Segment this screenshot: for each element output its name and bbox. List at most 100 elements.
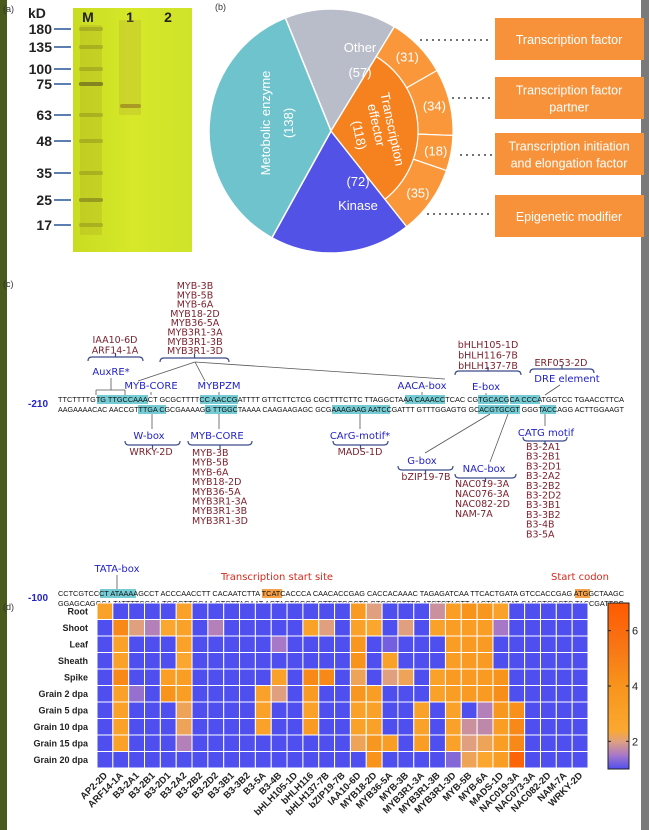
right-frame xyxy=(641,0,649,830)
heatmap-cell xyxy=(254,685,272,703)
heatmap-cell xyxy=(539,718,557,736)
heatmap-cell xyxy=(96,685,114,703)
heatmap-cell xyxy=(365,734,383,752)
heatmap-cell xyxy=(444,619,462,637)
panel-label-c: (c) xyxy=(3,279,14,289)
connector-line xyxy=(194,361,206,382)
panel-label-d: (d) xyxy=(3,602,14,612)
transcription-start-site-label: Transcription start site xyxy=(220,572,333,583)
heatmap-cell xyxy=(492,652,510,670)
factor-bracket xyxy=(159,354,230,363)
heatmap-cell xyxy=(254,701,272,719)
heatmap-cell xyxy=(413,751,431,769)
transcription-factor-label: ERF053-2D xyxy=(535,358,588,369)
heatmap-cell xyxy=(555,734,573,752)
heatmap-cell xyxy=(302,602,320,620)
heatmap-row-label: Grain 15 dpa xyxy=(33,738,89,748)
heatmap-cell xyxy=(175,701,193,719)
sequence-highlight xyxy=(100,589,136,598)
factor-bracket xyxy=(454,473,517,482)
category-box xyxy=(495,77,644,119)
pie-value-kinase: (72) xyxy=(346,174,369,189)
transcription-factor-label: MYB3R1-3B xyxy=(167,337,222,348)
category-label: Epigenetic modifier xyxy=(516,210,622,224)
heatmap-cell xyxy=(223,635,241,653)
heatmap-cell xyxy=(492,685,510,703)
heatmap-cell xyxy=(349,619,367,637)
heatmap-cell xyxy=(144,751,161,769)
heatmap-cell xyxy=(191,701,209,719)
heatmap-cell xyxy=(476,685,494,703)
heatmap-cell xyxy=(270,652,288,670)
lane-label: 2 xyxy=(164,9,172,25)
heatmap-cell xyxy=(112,734,130,752)
marker-band xyxy=(79,45,103,49)
heatmap-cell xyxy=(524,751,541,769)
heatmap-cell xyxy=(254,602,272,620)
heatmap-cell xyxy=(334,668,351,686)
category-box xyxy=(495,195,644,237)
colorbar-tick-label: 2 xyxy=(632,736,638,748)
heatmap-cell xyxy=(112,668,130,686)
heatmap-cell xyxy=(207,668,225,686)
heatmap-cell xyxy=(207,734,225,752)
heatmap-cell xyxy=(381,685,399,703)
heatmap-cell xyxy=(429,619,446,637)
heatmap-cell xyxy=(96,602,114,620)
category-label: Transcription factor xyxy=(516,33,623,47)
heatmap-cell xyxy=(413,701,431,719)
cis-element-label: G-box xyxy=(407,456,437,467)
pie-label-kinase: Kinase xyxy=(338,198,378,213)
heatmap-cell xyxy=(239,635,256,653)
tata-box-label: TATA-box xyxy=(93,564,139,575)
heatmap-cell xyxy=(397,668,415,686)
heatmap-cell xyxy=(555,718,573,736)
heatmap-cell xyxy=(334,718,351,736)
heatmap-cell xyxy=(128,701,146,719)
heatmap-cell xyxy=(318,635,336,653)
transcription-factor-label: NAM-7A xyxy=(455,509,493,520)
heatmap-cell xyxy=(286,602,304,620)
heatmap-cell xyxy=(397,718,415,736)
heatmap-cell xyxy=(508,652,526,670)
heatmap-cell xyxy=(286,701,304,719)
heatmap-cell xyxy=(397,701,415,719)
heatmap-cell xyxy=(128,602,146,620)
heatmap-cell xyxy=(334,685,351,703)
heatmap-cell xyxy=(223,718,241,736)
heatmap-cell xyxy=(96,751,114,769)
heatmap-cell xyxy=(571,668,589,686)
heatmap-cell xyxy=(207,751,225,769)
transcription-factor-label: MYB3R1-3D xyxy=(192,516,248,527)
transcription-factor-label: bHLH116-7B xyxy=(458,351,518,362)
heatmap-cell xyxy=(144,734,161,752)
heatmap-cell xyxy=(175,602,193,620)
heatmap-cell xyxy=(476,635,494,653)
heatmap-cell xyxy=(128,685,146,703)
transcription-factor-label: B3-3B2 xyxy=(526,510,561,521)
marker-band xyxy=(79,223,103,227)
marker-band xyxy=(79,113,103,117)
heatmap-cell xyxy=(365,718,383,736)
membrane xyxy=(73,8,192,252)
heatmap-cell xyxy=(191,602,209,620)
heatmap-cell xyxy=(381,718,399,736)
transcription-factor-label: MYB3R1-3B xyxy=(192,506,247,517)
cis-element-label: DRE element xyxy=(534,374,599,385)
transcription-factor-label: MADS-1D xyxy=(338,447,383,458)
heatmap-cell xyxy=(318,602,336,620)
heatmap-cell xyxy=(112,718,130,736)
pie-value-metabolic: (138) xyxy=(281,108,296,138)
heatmap-cell xyxy=(381,635,399,653)
marker-label: 63 xyxy=(36,107,52,123)
heatmap-cell xyxy=(365,652,383,670)
category-label: Transcription initiation xyxy=(508,140,629,154)
factor-bracket xyxy=(124,440,181,449)
heatmap-cell xyxy=(413,685,431,703)
heatmap-cell xyxy=(191,652,209,670)
transcription-factor-label: MYB3R1-3A xyxy=(192,497,248,508)
heatmap-cell xyxy=(555,668,573,686)
panel-b-pie-chart: (b) (31) (34) (18) (35) Other (57) Kinase (72) Me… xyxy=(208,2,644,254)
heatmap-cell xyxy=(159,718,177,736)
heatmap-cell xyxy=(207,602,225,620)
